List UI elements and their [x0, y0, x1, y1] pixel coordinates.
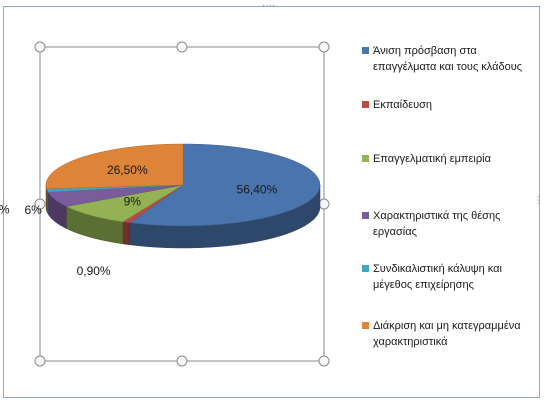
data-label-3: 6%: [24, 203, 42, 217]
legend-item-3[interactable]: Χαρακτηριστικά της θέσης εργασίας: [362, 208, 534, 240]
data-label-4: 1,30%: [0, 203, 10, 217]
plot-area-handle-bottom-left[interactable]: [34, 355, 46, 367]
legend-label-3: Χαρακτηριστικά της θέσης εργασίας: [373, 210, 501, 238]
top-resize-handle[interactable]: ····: [262, 0, 276, 11]
legend-label-1: Εκπαίδευση: [373, 99, 433, 111]
plot-area-handle-mid-bottom[interactable]: [176, 355, 188, 367]
pie-slice-5[interactable]: [45, 143, 184, 190]
legend-label-5: Διάκριση και μη κατεγραμμένα χαρακτηριστ…: [373, 320, 521, 348]
legend-label-0: Άνιση πρόσβαση στα επαγγέλματα και τους …: [373, 45, 523, 73]
plot-area-handle-mid-left[interactable]: [34, 198, 46, 210]
legend-item-5[interactable]: Διάκριση και μη κατεγραμμένα χαρακτηριστ…: [362, 318, 534, 350]
left-resize-handle[interactable]: ···: [0, 195, 9, 205]
pie-side-1: [122, 221, 131, 246]
legend-swatch-1: [362, 101, 369, 108]
plot-area-handle-top-left[interactable]: [34, 41, 46, 53]
plot-area-handle-mid-top[interactable]: [176, 41, 188, 53]
plot-area-handle-mid-right[interactable]: [318, 198, 330, 210]
data-label-5: 26,50%: [107, 163, 148, 177]
legend-item-1[interactable]: Εκπαίδευση: [362, 97, 534, 113]
data-label-1: 0,90%: [77, 264, 111, 278]
data-label-2: 9%: [124, 195, 142, 209]
legend-swatch-0: [362, 47, 369, 54]
legend-item-2[interactable]: Επαγγελματική εμπειρία: [362, 151, 534, 167]
legend-item-4[interactable]: Συνδικαλιστική κάλυψη και μέγεθος επιχεί…: [362, 261, 534, 293]
legend-item-0[interactable]: Άνιση πρόσβαση στα επαγγέλματα και τους …: [362, 43, 534, 75]
legend-label-4: Συνδικαλιστική κάλυψη και μέγεθος επιχεί…: [373, 263, 502, 291]
right-resize-handle[interactable]: ···: [533, 195, 544, 205]
plot-area-handle-top-right[interactable]: [318, 41, 330, 53]
plot-area-handle-bottom-right[interactable]: [318, 355, 330, 367]
data-label-0: 56,40%: [237, 183, 278, 197]
pie-slice-0[interactable]: [129, 143, 321, 227]
legend-swatch-5: [362, 322, 369, 329]
legend-label-2: Επαγγελματική εμπειρία: [373, 153, 491, 165]
legend-swatch-3: [362, 212, 369, 219]
legend-swatch-4: [362, 265, 369, 272]
legend-swatch-2: [362, 155, 369, 162]
